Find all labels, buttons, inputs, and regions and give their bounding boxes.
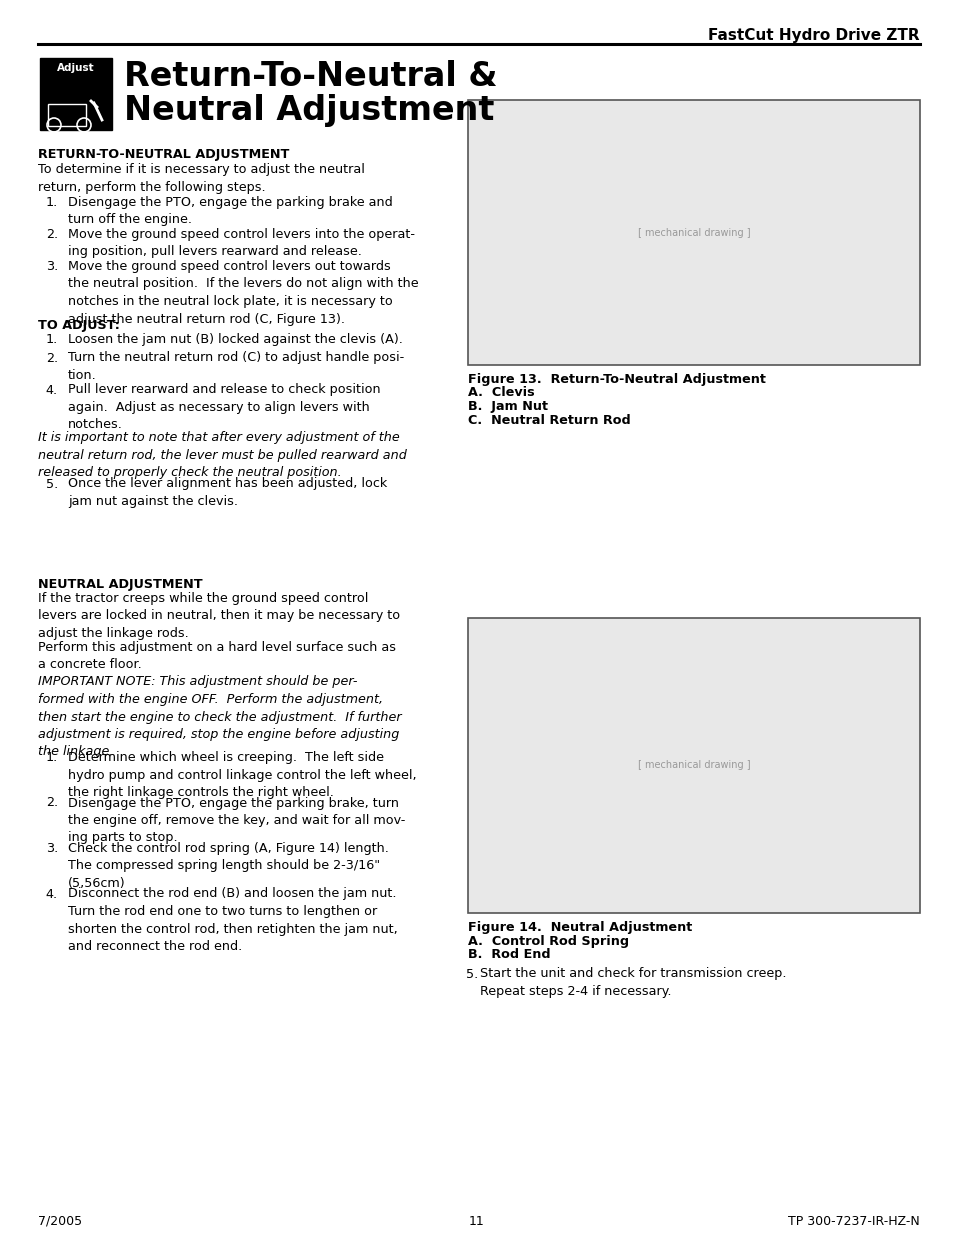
Text: B.  Rod End: B. Rod End — [468, 948, 550, 961]
Text: 11: 11 — [469, 1215, 484, 1228]
Text: 1.: 1. — [46, 196, 58, 209]
Text: A.  Control Rod Spring: A. Control Rod Spring — [468, 935, 628, 947]
Text: A.  Clevis: A. Clevis — [468, 387, 534, 399]
Text: 4.: 4. — [46, 888, 58, 900]
Text: Turn the neutral return rod (C) to adjust handle posi-
tion.: Turn the neutral return rod (C) to adjus… — [68, 352, 404, 382]
Text: C.  Neutral Return Rod: C. Neutral Return Rod — [468, 414, 630, 426]
Text: 2.: 2. — [46, 797, 58, 809]
Text: 4.: 4. — [46, 384, 58, 396]
Text: Once the lever alignment has been adjusted, lock
jam nut against the clevis.: Once the lever alignment has been adjust… — [68, 478, 387, 508]
Text: To determine if it is necessary to adjust the neutral
return, perform the follow: To determine if it is necessary to adjus… — [38, 163, 364, 194]
Text: Disconnect the rod end (B) and loosen the jam nut.
Turn the rod end one to two t: Disconnect the rod end (B) and loosen th… — [68, 888, 397, 953]
Text: Pull lever rearward and release to check position
again.  Adjust as necessary to: Pull lever rearward and release to check… — [68, 384, 380, 431]
Text: 5.: 5. — [465, 967, 477, 981]
Text: Adjust: Adjust — [57, 63, 94, 73]
Text: 3.: 3. — [46, 261, 58, 273]
Text: It is important to note that after every adjustment of the
neutral return rod, t: It is important to note that after every… — [38, 431, 406, 479]
Text: Move the ground speed control levers into the operat-
ing position, pull levers : Move the ground speed control levers int… — [68, 228, 415, 258]
Text: Disengage the PTO, engage the parking brake and
turn off the engine.: Disengage the PTO, engage the parking br… — [68, 196, 393, 226]
Text: B.  Jam Nut: B. Jam Nut — [468, 400, 547, 412]
Bar — [48, 104, 86, 126]
Bar — [40, 58, 112, 130]
Text: 1.: 1. — [46, 333, 58, 346]
Text: Determine which wheel is creeping.  The left side
hydro pump and control linkage: Determine which wheel is creeping. The l… — [68, 751, 416, 799]
Text: IMPORTANT NOTE: This adjustment should be per-
formed with the engine OFF.  Perf: IMPORTANT NOTE: This adjustment should b… — [38, 676, 401, 758]
Text: Figure 13.  Return-To-Neutral Adjustment: Figure 13. Return-To-Neutral Adjustment — [468, 373, 765, 387]
Text: 1.: 1. — [46, 751, 58, 764]
Text: 5.: 5. — [46, 478, 58, 490]
Text: If the tractor creeps while the ground speed control
levers are locked in neutra: If the tractor creeps while the ground s… — [38, 592, 399, 640]
Text: 2.: 2. — [46, 352, 58, 364]
Bar — [468, 100, 919, 366]
Text: Neutral Adjustment: Neutral Adjustment — [124, 94, 494, 127]
Text: TO ADJUST:: TO ADJUST: — [38, 319, 120, 332]
Text: Check the control rod spring (A, Figure 14) length.
The compressed spring length: Check the control rod spring (A, Figure … — [68, 842, 389, 890]
Text: Figure 14.  Neutral Adjustment: Figure 14. Neutral Adjustment — [468, 921, 692, 934]
Text: Loosen the jam nut (B) locked against the clevis (A).: Loosen the jam nut (B) locked against th… — [68, 333, 402, 346]
Text: 2.: 2. — [46, 228, 58, 241]
Text: NEUTRAL ADJUSTMENT: NEUTRAL ADJUSTMENT — [38, 578, 202, 592]
Text: Move the ground speed control levers out towards
the neutral position.  If the l: Move the ground speed control levers out… — [68, 261, 418, 326]
Text: Disengage the PTO, engage the parking brake, turn
the engine off, remove the key: Disengage the PTO, engage the parking br… — [68, 797, 405, 845]
Text: Return-To-Neutral &: Return-To-Neutral & — [124, 61, 497, 93]
Text: TP 300-7237-IR-HZ-N: TP 300-7237-IR-HZ-N — [787, 1215, 919, 1228]
Text: 7/2005: 7/2005 — [38, 1215, 82, 1228]
Text: Perform this adjustment on a hard level surface such as
a concrete floor.: Perform this adjustment on a hard level … — [38, 641, 395, 671]
Text: [ mechanical drawing ]: [ mechanical drawing ] — [637, 761, 749, 771]
Text: [ mechanical drawing ]: [ mechanical drawing ] — [637, 227, 749, 237]
Bar — [468, 618, 919, 913]
Text: 3.: 3. — [46, 842, 58, 855]
Text: RETURN-TO-NEUTRAL ADJUSTMENT: RETURN-TO-NEUTRAL ADJUSTMENT — [38, 148, 289, 161]
Text: FastCut Hydro Drive ZTR: FastCut Hydro Drive ZTR — [708, 28, 919, 43]
Text: Start the unit and check for transmission creep.
Repeat steps 2-4 if necessary.: Start the unit and check for transmissio… — [479, 967, 785, 998]
